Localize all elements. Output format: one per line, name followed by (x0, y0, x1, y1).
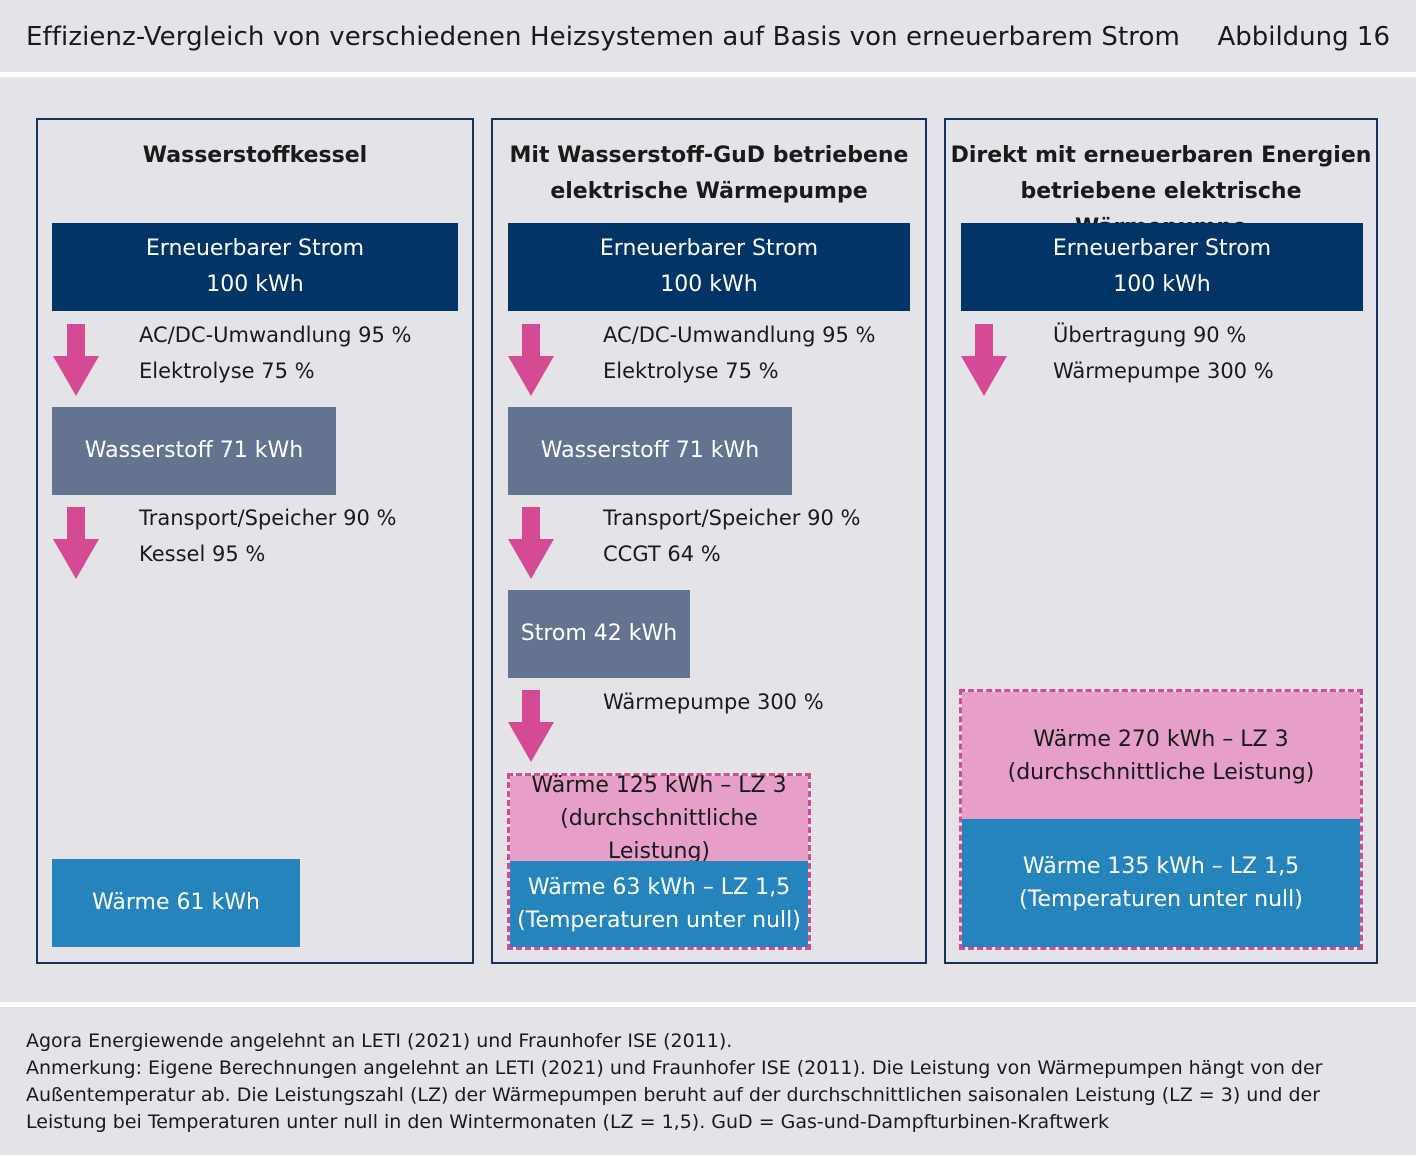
heat-result-box: Wärme 61 kWh (52, 859, 300, 947)
header: Effizienz-Vergleich von verschiedenen He… (0, 0, 1416, 74)
conversion-steps: Wärmepumpe 300 % (603, 684, 824, 720)
arrow-down-icon (53, 324, 99, 396)
heat-average-box: Wärme 125 kWh – LZ 3 (durchschnittliche … (510, 773, 808, 864)
heat-cold-box: Wärme 135 kWh – LZ 1,5 (Temperaturen unt… (962, 819, 1360, 947)
hydrogen-label: Wasserstoff 71 kWh (84, 438, 304, 463)
source-box: Erneuerbarer Strom 100 kWh (961, 223, 1363, 311)
divider-top (0, 72, 1416, 77)
step-text: Wärmepumpe 300 % (1053, 359, 1274, 383)
figure-number: Abbildung 16 (1217, 22, 1390, 52)
hydrogen-box: Wasserstoff 71 kWh (508, 407, 792, 495)
panel-direct-renewable-heat-pump: Direkt mit erneuerbaren Energien betrieb… (944, 118, 1378, 964)
arrow-down-icon (508, 690, 554, 762)
heat-average-label: Wärme 270 kWh – LZ 3 (1033, 726, 1289, 752)
conversion-steps: Übertragung 90 % Wärmepumpe 300 % (1053, 317, 1274, 389)
hydrogen-label: Wasserstoff 71 kWh (540, 438, 760, 463)
source-box: Erneuerbarer Strom 100 kWh (52, 223, 458, 311)
electricity-box: Strom 42 kWh (508, 590, 690, 678)
arrow-down-icon (508, 507, 554, 579)
step-text: Transport/Speicher 90 % (139, 506, 397, 530)
step-text: Kessel 95 % (139, 542, 266, 566)
source-label: Erneuerbarer Strom (1052, 236, 1272, 261)
conversion-steps: AC/DC-Umwandlung 95 % Elektrolyse 75 % (139, 317, 411, 389)
panel-title: Mit Wasserstoff-GuD betriebene elektrisc… (493, 138, 925, 210)
step-text: Transport/Speicher 90 % (603, 506, 861, 530)
divider-end (0, 1155, 1416, 1158)
step-text: Elektrolyse 75 % (603, 359, 779, 383)
hydrogen-box: Wasserstoff 71 kWh (52, 407, 336, 495)
conversion-steps: Transport/Speicher 90 % Kessel 95 % (139, 500, 396, 572)
panel-title-line: Wasserstoffkessel (142, 143, 368, 168)
step-text: Übertragung 90 % (1053, 323, 1247, 347)
heat-output-group: Wärme 270 kWh – LZ 3 (durchschnittliche … (959, 689, 1363, 950)
footer: Agora Energiewende angelehnt an LETI (20… (26, 1028, 1396, 1136)
conversion-steps: AC/DC-Umwandlung 95 % Elektrolyse 75 % (603, 317, 875, 389)
step-text: Elektrolyse 75 % (139, 359, 315, 383)
heat-cold-note: (Temperaturen unter null) (1019, 887, 1303, 912)
step-text: CCGT 64 % (603, 542, 721, 566)
panel-title: Direkt mit erneuerbaren Energien betrieb… (946, 138, 1376, 246)
panel-title-line: elektrische Wärmepumpe (550, 179, 868, 204)
conversion-steps: Transport/Speicher 90 % CCGT 64 % (603, 500, 860, 572)
step-text: AC/DC-Umwandlung 95 % (139, 323, 412, 347)
heat-cold-label: Wärme 135 kWh – LZ 1,5 (1022, 854, 1300, 879)
arrow-down-icon (961, 324, 1007, 396)
divider-bottom (0, 1002, 1416, 1007)
panel-title: Wasserstoffkessel (38, 138, 472, 174)
heat-average-box: Wärme 270 kWh – LZ 3 (durchschnittliche … (962, 692, 1360, 819)
step-text: AC/DC-Umwandlung 95 % (603, 323, 876, 347)
source-box: Erneuerbarer Strom 100 kWh (508, 223, 910, 311)
electricity-label: Strom 42 kWh (520, 621, 678, 646)
heat-cold-note: (Temperaturen unter null) (517, 908, 801, 933)
arrow-down-icon (53, 507, 99, 579)
annotation-note: Anmerkung: Eigene Berechnungen angelehnt… (26, 1057, 1323, 1133)
heat-average-note: (durchschnittliche Leistung) (1007, 759, 1315, 785)
panel-hydrogen-ccgt-heat-pump: Mit Wasserstoff-GuD betriebene elektrisc… (491, 118, 927, 964)
figure-title: Effizienz-Vergleich von verschiedenen He… (26, 22, 1180, 52)
heat-output-group: Wärme 125 kWh – LZ 3 (durchschnittliche … (507, 773, 811, 950)
source-note: Agora Energiewende angelehnt an LETI (20… (26, 1030, 733, 1052)
panel-title-line: Mit Wasserstoff-GuD betriebene (509, 143, 909, 168)
step-text: Wärmepumpe 300 % (603, 690, 824, 714)
heat-average-label: Wärme 125 kWh – LZ 3 (531, 773, 787, 798)
source-label: Erneuerbarer Strom (599, 236, 819, 261)
heat-cold-label: Wärme 63 kWh – LZ 1,5 (527, 875, 791, 900)
panel-hydrogen-boiler: Wasserstoffkessel Erneuerbarer Strom 100… (36, 118, 474, 964)
heat-cold-box: Wärme 63 kWh – LZ 1,5 (Temperaturen unte… (510, 861, 808, 947)
source-value: 100 kWh (206, 272, 304, 297)
source-value: 100 kWh (1113, 272, 1211, 297)
panel-title-line: Direkt mit erneuerbaren Energien (950, 143, 1372, 168)
source-value: 100 kWh (660, 272, 758, 297)
heat-average-note: (durchschnittliche Leistung) (560, 806, 758, 864)
arrow-down-icon (508, 324, 554, 396)
source-label: Erneuerbarer Strom (145, 236, 365, 261)
heat-result-label: Wärme 61 kWh (92, 890, 260, 915)
